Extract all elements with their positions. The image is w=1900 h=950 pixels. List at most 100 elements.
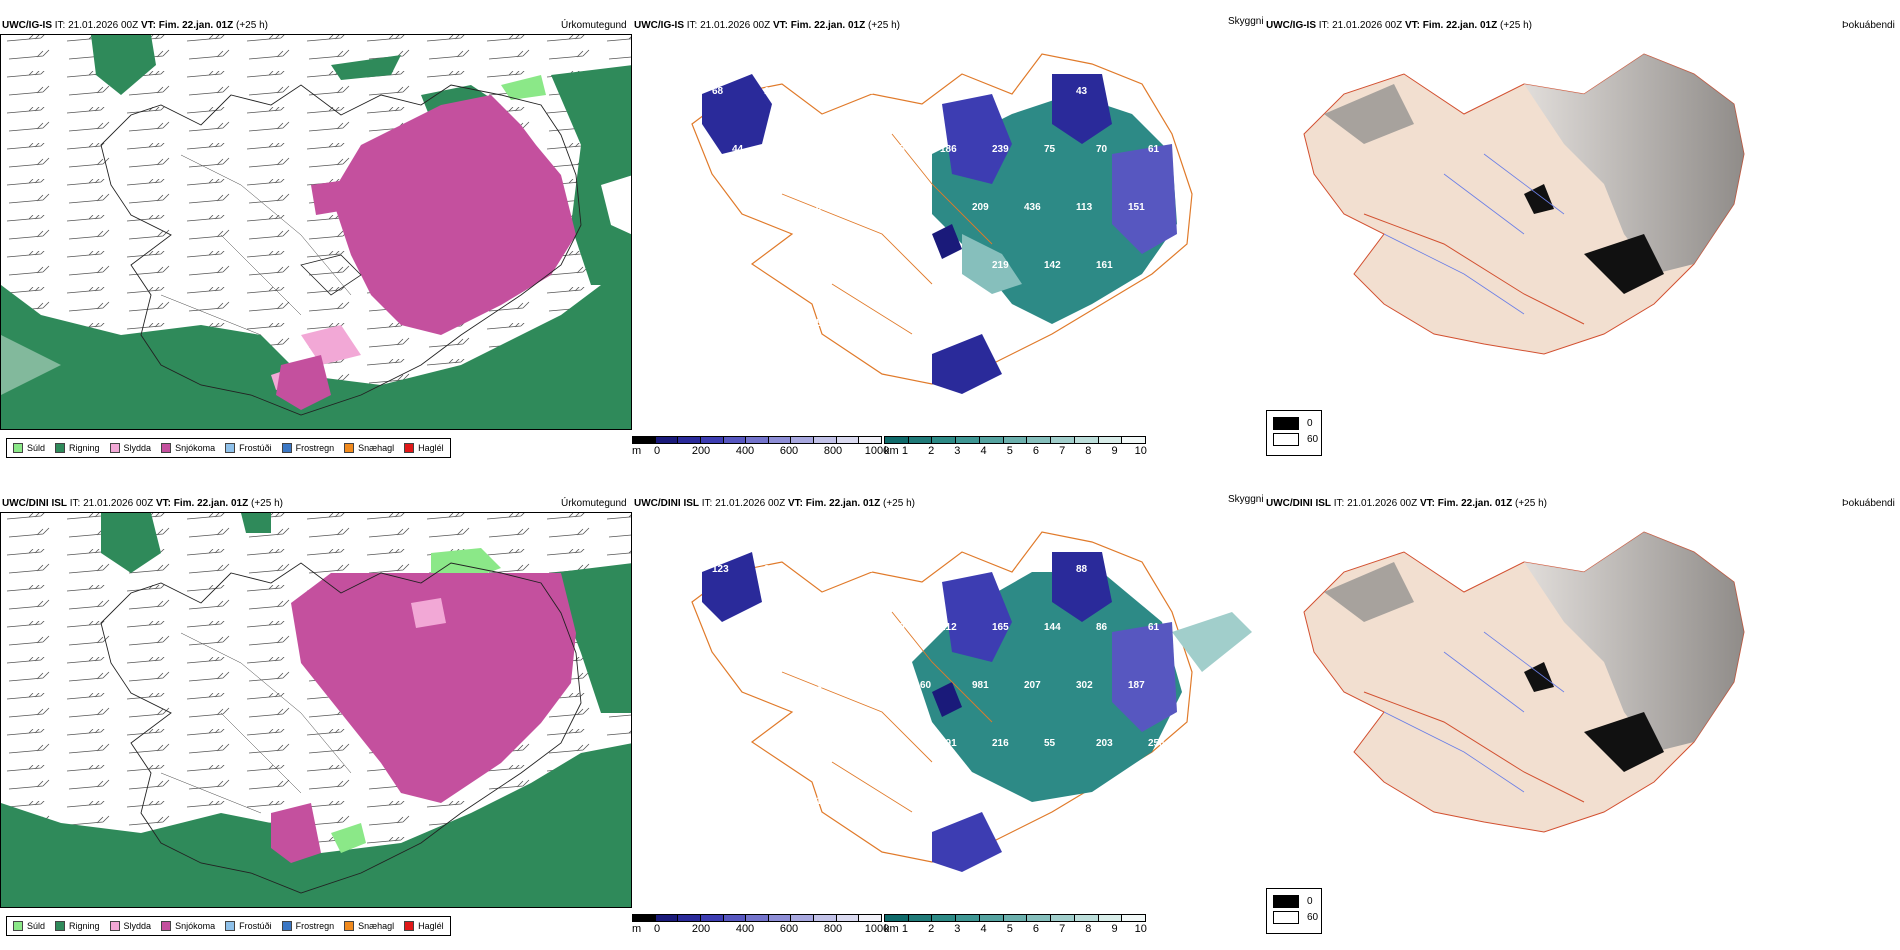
colorbar-tick: 5 [1006, 923, 1013, 935]
colorbar-segment [746, 437, 769, 443]
visibility-value-label: 58 [732, 738, 744, 749]
visibility-colorbar: 1 2 3 4 5 6 7 8 9 10 km [884, 436, 1147, 458]
init-time: 21.01.2026 00Z [1332, 20, 1403, 31]
colorbar-tick: 5 [1006, 445, 1013, 457]
visibility-value-label: 82 [1024, 86, 1036, 97]
it-label: IT: [1333, 498, 1345, 509]
init-time: 21.01.2026 00Z [715, 498, 786, 509]
legend-item: Haglél [404, 443, 444, 453]
visibility-value-label: 138 [836, 144, 853, 155]
legend-swatch [161, 921, 172, 931]
legend-item: Frostregn [281, 443, 334, 453]
cloud-base-unit: m [632, 445, 642, 457]
visibility-value-label: 49 [764, 796, 776, 807]
visibility-value-label: 66 [836, 622, 848, 633]
precip-map [0, 34, 632, 430]
model-name: UWC/IG-IS [634, 20, 684, 31]
colorbar-tick: 2 [928, 923, 935, 935]
colorbar-tick: 1 [901, 923, 909, 935]
model-name: UWC/DINI ISL [634, 498, 699, 509]
colorbar-segment [678, 437, 701, 443]
visibility-ticks: 1 2 3 4 5 6 7 8 9 10 [884, 444, 1147, 458]
colorbar-segment [1027, 915, 1052, 921]
visibility-value-label: 113 [1076, 202, 1093, 213]
legend-swatch [344, 921, 355, 931]
legend-item: Slydda [109, 921, 151, 931]
visibility-value-label: 258 [1148, 738, 1165, 749]
visibility-map: 68 101 37 45 59 80 82 43 78 44 83 138 135 186 239 75 70 6… [691, 53, 1193, 394]
colorbar-tick: 1000 [864, 445, 890, 457]
colorbar-segment [836, 915, 860, 921]
legend-item: Rigning [55, 921, 100, 931]
legend-label: Súld [27, 921, 46, 931]
fog-legend-swatch [1273, 417, 1299, 430]
colorbar-tick: 9 [1111, 923, 1118, 935]
fog-legend-item: 60 [1273, 433, 1321, 446]
colorbar-segment [1003, 437, 1028, 443]
panel-title: Þokuábendi [1842, 20, 1895, 31]
colorbar-tick: 600 [779, 445, 799, 457]
visibility-value-label: 174 [712, 202, 729, 213]
colorbar-segment [932, 915, 957, 921]
colorbar-tick: 6 [1032, 923, 1040, 935]
visibility-value-label: 50 [712, 318, 724, 329]
colorbar-tick: 1000 [864, 923, 890, 935]
visibility-value-label: 80 [868, 318, 880, 329]
fog-legend-swatch [1273, 433, 1299, 446]
visibility-value-label: 45 [868, 86, 880, 97]
visibility-value-label: 142 [1044, 260, 1061, 271]
colorbar-tick: 200 [691, 923, 711, 935]
colorbar-tick: 4 [980, 445, 987, 457]
visibility-panel: UWC/DINI ISL IT: 21.01.2026 00Z VT: Fim.… [632, 478, 1264, 950]
legend-label: Haglél [418, 921, 444, 931]
panel-header: UWC/DINI ISL IT: 21.01.2026 00Z VT: Fim.… [634, 498, 915, 509]
legend-label: Frostregn [295, 921, 335, 931]
visibility-value-label: 42 [1024, 318, 1036, 329]
visibility-value-label: 186 [940, 144, 957, 155]
colorbar-tick: 7 [1059, 445, 1066, 457]
precip-type-panel: UWC/DINI ISL IT: 21.01.2026 00Z VT: Fim.… [0, 478, 632, 950]
legend-label: Snjókoma [175, 443, 216, 453]
forecast-row-igis: UWC/IG-IS IT: 21.01.2026 00Z VT: Fim. 22… [0, 0, 1900, 472]
model-name: UWC/DINI ISL [1266, 498, 1331, 509]
colorbar-segment [678, 915, 701, 921]
visibility-value-label: 138 [816, 564, 833, 575]
visibility-value-label: 123 [712, 564, 729, 575]
visibility-color-bar [884, 436, 1146, 444]
fog-legend-item: 0 [1273, 895, 1321, 908]
panel-header: UWC/IG-IS IT: 21.01.2026 00Z VT: Fim. 22… [634, 20, 900, 31]
legend-swatch [225, 443, 236, 453]
fog-legend-swatch [1273, 895, 1299, 908]
visibility-value-label: 75 [920, 202, 932, 213]
fog-map [1303, 531, 1745, 833]
visibility-value-label: 239 [992, 144, 1009, 155]
colorbar-tick: 400 [735, 445, 755, 457]
legend-item: Frostúði [225, 443, 272, 453]
visibility-value-label: 57 [784, 260, 796, 271]
visibility-labels: 123 39 138 50 69 58 79 88 53 60 70 66 189 212 165 144 86… [712, 564, 1165, 807]
valid-time: Fim. 22.jan. 01Z [1437, 498, 1513, 509]
colorbar-segment [1074, 915, 1099, 921]
panel-title: Skyggni [1228, 16, 1264, 27]
model-name: UWC/IG-IS [1266, 20, 1316, 31]
panel-title: Úrkomutegund [561, 498, 627, 509]
visibility-map: 123 39 138 50 69 58 79 88 53 60 70 66 189 212 165 144 86… [691, 531, 1252, 872]
visibility-value-label: 37 [816, 86, 828, 97]
visibility-value-label: 216 [992, 738, 1009, 749]
visibility-value-label: 88 [1076, 564, 1088, 575]
valid-time: Fim. 22.jan. 01Z [1422, 20, 1498, 31]
vt-label: VT: [1419, 498, 1435, 509]
legend-label: Snæhagl [358, 921, 395, 931]
fog-indicator-panel: UWC/IG-IS IT: 21.01.2026 00Z VT: Fim. 22… [1264, 0, 1900, 472]
colorbar-segment [885, 915, 909, 921]
visibility-value-label: 302 [1076, 680, 1093, 691]
visibility-value-label: 191 [940, 738, 957, 749]
init-time: 21.01.2026 00Z [1347, 498, 1418, 509]
lead-time: (+25 h) [236, 20, 268, 31]
colorbar-tick: 200 [691, 445, 711, 457]
colorbar-tick: 3 [954, 923, 961, 935]
colorbar-segment [1027, 437, 1052, 443]
colorbar-tick: 800 [823, 923, 843, 935]
colorbar-segment [723, 437, 747, 443]
visibility-value-label: 436 [1024, 202, 1041, 213]
